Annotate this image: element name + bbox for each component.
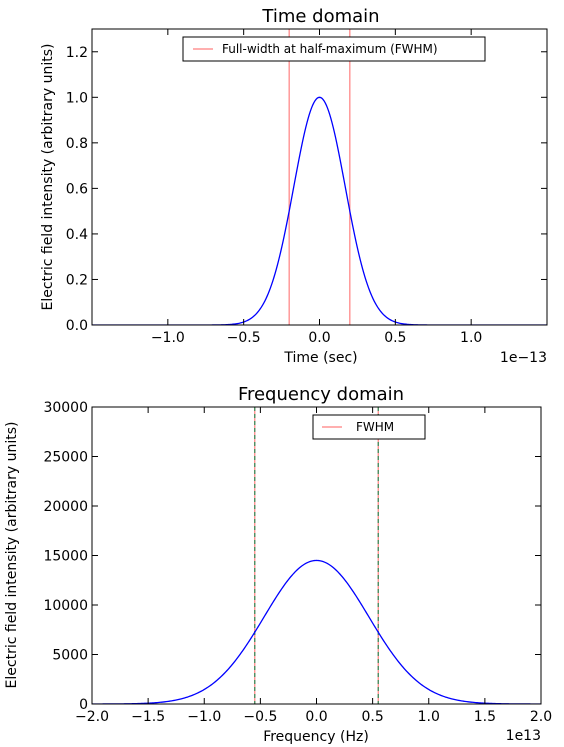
frequency-domain-x-tick-label: 1.0	[418, 709, 440, 725]
time-domain-y-axis-label: Electric field intensity (arbitrary unit…	[40, 44, 56, 311]
frequency-domain-y-ticks: 0 5000 10000 15000 20000 25000 30000	[43, 400, 541, 713]
time-domain-y-tick-label: 0.2	[66, 272, 88, 288]
frequency-domain-y-tick-label: 20000	[43, 499, 88, 515]
frequency-domain-axes-frame	[91, 406, 542, 705]
frequency-domain-x-offset-label: 1e13	[506, 728, 541, 744]
frequency-domain-legend: FWHM	[312, 414, 426, 440]
frequency-domain-legend-label: FWHM	[356, 420, 394, 434]
time-domain-y-tick-label: 1.2	[66, 45, 88, 61]
time-domain-legend: Full-width at half-maximum (FWHM)	[182, 36, 486, 62]
time-domain-legend-label: Full-width at half-maximum (FWHM)	[222, 42, 438, 56]
time-domain-panel: Time domain −1.0 −0.5 0.0 0.5 1.0 0.00.20.40…	[40, 6, 548, 366]
time-domain-x-tick-label: −0.5	[227, 330, 261, 346]
frequency-domain-x-axis-label: Frequency (Hz)	[263, 729, 369, 745]
time-domain-y-tick-label: 0.4	[66, 227, 88, 243]
frequency-domain-plot-area	[92, 407, 541, 704]
time-domain-plot-area	[92, 29, 547, 325]
time-domain-y-tick-label: 0.8	[66, 136, 88, 152]
frequency-domain-y-tick-label: 5000	[52, 648, 88, 664]
frequency-domain-x-tick-label: −1.5	[131, 709, 165, 725]
frequency-domain-panel: Frequency domain −2.0 −1.5 −1.0 −0.5 0.0 0.5 1…	[4, 384, 552, 745]
frequency-domain-y-tick-label: 0	[79, 697, 88, 713]
time-domain-gaussian-curve	[92, 96, 547, 325]
frequency-domain-x-tick-label: 0.0	[305, 709, 327, 725]
time-domain-x-offset-label: 1e−13	[500, 350, 547, 366]
time-domain-x-tick-label: 0.0	[308, 330, 330, 346]
frequency-domain-title: Frequency domain	[238, 384, 404, 405]
time-domain-x-tick-label: 1.0	[460, 330, 482, 346]
time-domain-x-tick-label: 0.5	[384, 330, 406, 346]
time-domain-y-tick-label: 1.0	[66, 90, 88, 106]
frequency-domain-x-tick-label: −2.0	[75, 709, 109, 725]
time-domain-axes-frame	[91, 28, 548, 326]
time-domain-title: Time domain	[261, 6, 379, 27]
frequency-domain-y-axis-label: Electric field intensity (arbitrary unit…	[4, 422, 20, 689]
frequency-domain-y-tick-label: 30000	[43, 400, 88, 416]
frequency-domain-y-tick-label: 10000	[43, 598, 88, 614]
time-domain-x-tick-label: −1.0	[151, 330, 185, 346]
frequency-domain-x-tick-label: 2.0	[530, 709, 552, 725]
frequency-domain-x-tick-label: −0.5	[243, 709, 277, 725]
time-domain-y-tick-label: 0.0	[66, 318, 88, 334]
frequency-domain-x-tick-label: 0.5	[361, 709, 383, 725]
frequency-domain-y-tick-label: 15000	[43, 549, 88, 565]
time-domain-x-axis-label: Time (sec)	[283, 350, 357, 366]
frequency-domain-gaussian-curve	[92, 559, 541, 704]
time-domain-y-ticks: 0.0 0.2 0.4 0.6 0.8 1.0 1.2	[66, 45, 547, 334]
frequency-domain-x-tick-label: −1.0	[187, 709, 221, 725]
frequency-domain-y-tick-label: 25000	[43, 450, 88, 466]
time-domain-y-tick-label: 0.6	[66, 181, 88, 197]
time-domain-x-ticks: −1.0 −0.5 0.0 0.5 1.0	[151, 29, 482, 346]
frequency-domain-x-tick-label: 1.5	[474, 709, 496, 725]
frequency-domain-x-ticks: −2.0 −1.5 −1.0 −0.5 0.0 0.5 1.0 1.5 2.0	[75, 407, 552, 725]
time-domain-legend-box	[182, 36, 486, 62]
